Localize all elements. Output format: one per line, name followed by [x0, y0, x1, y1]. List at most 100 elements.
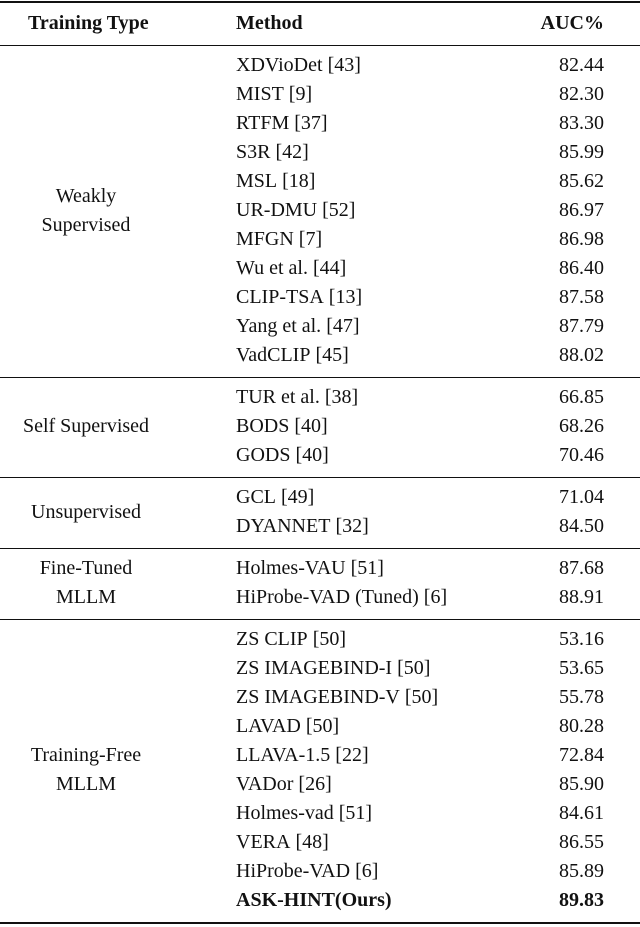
citation: [6] — [423, 586, 448, 608]
method-name: Yang et al. — [236, 315, 322, 337]
method-cell: Holmes-VAU [51] — [236, 554, 384, 583]
citation: [51] — [350, 557, 384, 579]
method-cell: ZS IMAGEBIND-I [50] — [236, 654, 430, 683]
method-cell: DYANNET [32] — [236, 512, 369, 541]
auc-value: 85.90 — [559, 773, 604, 795]
type-label: Training-Free — [30, 744, 142, 766]
citation: [47] — [326, 315, 360, 337]
type-label: Fine-Tuned — [39, 557, 133, 579]
auc-value: 85.89 — [559, 860, 604, 882]
method-cell: VERA [48] — [236, 828, 329, 857]
method-cell: S3R [42] — [236, 138, 309, 167]
type-cell: Weakly Supervised — [0, 182, 172, 240]
citation: [22] — [335, 744, 369, 766]
method-name: GCL — [236, 486, 276, 508]
method-name: Wu et al. — [236, 257, 308, 279]
method-name: UR-DMU — [236, 199, 318, 221]
method-name: Holmes-vad — [236, 802, 334, 824]
method-name: Holmes-VAU — [236, 557, 346, 579]
header-method: Method — [236, 12, 303, 34]
auc-value: 86.55 — [559, 831, 604, 853]
method-cell: ZS CLIP [50] — [236, 625, 346, 654]
top-rule — [0, 1, 640, 3]
method-name: VERA — [236, 831, 291, 853]
auc-value: 87.79 — [559, 315, 604, 337]
bottom-rule — [0, 922, 640, 924]
auc-value: 86.98 — [559, 228, 604, 250]
method-cell: GCL [49] — [236, 483, 314, 512]
auc-value: 53.65 — [559, 657, 604, 679]
auc-value: 82.30 — [559, 83, 604, 105]
header-auc: AUC% — [540, 12, 604, 34]
auc-value: 88.91 — [559, 586, 604, 608]
method-name: MFGN — [236, 228, 294, 250]
method-cell: LAVAD [50] — [236, 712, 339, 741]
type-cell: Self Supervised — [0, 412, 172, 441]
method-cell: LLAVA-1.5 [22] — [236, 741, 369, 770]
method-name: HiProbe-VAD (Tuned) — [236, 586, 419, 608]
method-name: ZS CLIP — [236, 628, 308, 650]
type-label: Self Supervised — [22, 415, 150, 437]
method-name: DYANNET — [236, 515, 331, 537]
type-cell: Fine-Tuned MLLM — [0, 554, 172, 612]
auc-value: 70.46 — [559, 444, 604, 466]
group-rule — [0, 377, 640, 378]
method-cell: ZS IMAGEBIND-V [50] — [236, 683, 438, 712]
citation: [50] — [305, 715, 340, 737]
citation: [43] — [327, 54, 361, 76]
citation: [48] — [295, 831, 329, 853]
method-name: BODS — [236, 415, 290, 437]
citation: [40] — [295, 444, 329, 466]
citation: [9] — [288, 83, 313, 105]
method-name: RTFM — [236, 112, 290, 134]
method-name: S3R — [236, 141, 271, 163]
method-cell: RTFM [37] — [236, 109, 328, 138]
citation: [50] — [397, 657, 431, 679]
auc-value: 53.16 — [559, 628, 604, 650]
method-name: ZS IMAGEBIND-I — [236, 657, 393, 679]
citation: [42] — [275, 141, 309, 163]
citation: [26] — [298, 773, 332, 795]
method-name: MIST — [236, 83, 284, 105]
method-name: MSL — [236, 170, 278, 192]
group-rule — [0, 619, 640, 620]
auc-value: 80.28 — [559, 715, 604, 737]
type-label: Unsupervised — [31, 500, 141, 523]
method-name: VadCLIP — [236, 344, 311, 366]
method-name: VADor — [236, 773, 294, 795]
auc-value: 85.62 — [559, 170, 604, 192]
citation: [50] — [404, 686, 439, 708]
type-label: MLLM — [56, 586, 116, 608]
type-label: Supervised — [41, 213, 131, 236]
auc-value: 66.85 — [559, 386, 604, 408]
method-cell: MIST [9] — [236, 80, 312, 109]
auc-value: 68.26 — [559, 415, 604, 437]
citation: [45] — [315, 344, 349, 366]
citation: [38] — [324, 386, 359, 408]
method-name: LAVAD — [236, 715, 301, 737]
method-cell: TUR et al. [38] — [236, 383, 358, 412]
method-cell: BODS [40] — [236, 412, 328, 441]
method-name: ZS IMAGEBIND-V — [236, 686, 400, 708]
auc-value: 89.83 — [559, 889, 604, 911]
header-rule — [0, 45, 640, 46]
auc-value: 83.30 — [559, 112, 604, 134]
method-name: ASK-HINT(Ours) — [236, 889, 392, 911]
auc-value: 55.78 — [559, 686, 604, 708]
auc-value: 86.40 — [559, 257, 604, 279]
citation: [7] — [298, 228, 323, 250]
auc-value: 84.61 — [559, 802, 604, 824]
auc-value: 87.68 — [559, 557, 604, 579]
group-rule — [0, 548, 640, 549]
auc-value: 85.99 — [559, 141, 604, 163]
citation: [37] — [294, 112, 328, 134]
citation: [49] — [281, 486, 315, 508]
auc-value: 71.04 — [559, 486, 604, 508]
citation: [44] — [312, 257, 347, 279]
citation: [32] — [335, 515, 369, 537]
citation: [6] — [355, 860, 379, 882]
method-name: HiProbe-VAD — [236, 860, 351, 882]
auc-value: 87.58 — [559, 286, 604, 308]
method-name: LLAVA-1.5 — [236, 744, 331, 766]
